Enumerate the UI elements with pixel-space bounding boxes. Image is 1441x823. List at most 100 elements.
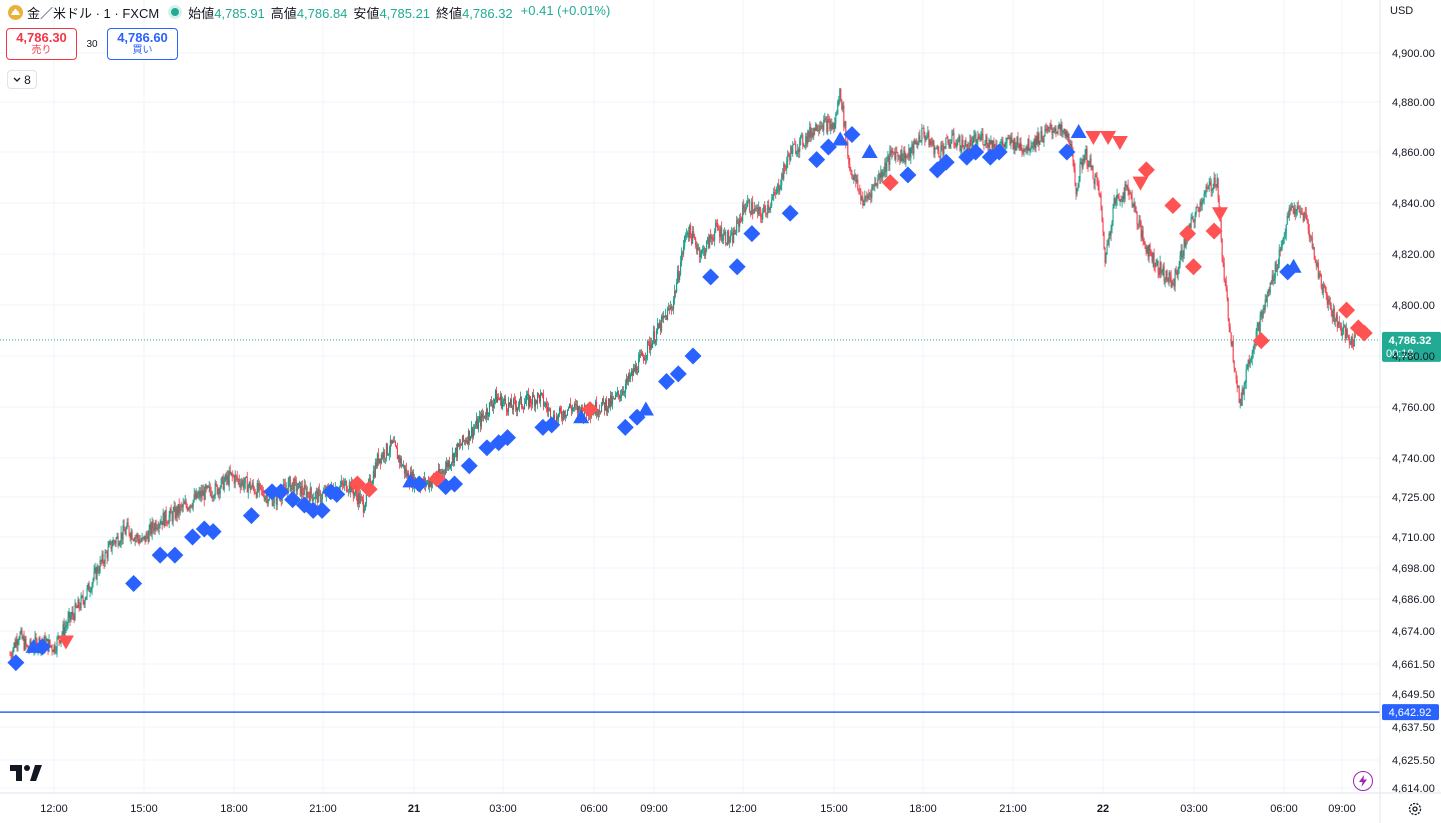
candle-body	[1057, 128, 1059, 134]
candle-body	[678, 270, 680, 281]
candle-body	[1031, 146, 1033, 148]
candle-body	[1314, 259, 1316, 263]
candle-body	[1127, 185, 1129, 190]
candle-body	[623, 391, 625, 393]
candle-body	[1139, 220, 1141, 223]
candle-body	[79, 607, 81, 609]
candle-body	[1330, 308, 1332, 311]
symbol-title[interactable]: 金／米ドル · 1 · FXCM	[8, 3, 159, 22]
candle-body	[157, 527, 159, 529]
candle-body	[177, 503, 179, 516]
candle-body	[1209, 181, 1211, 185]
candle-body	[444, 467, 446, 475]
buy-button[interactable]: 4,786.60 買い	[107, 28, 178, 60]
candle-body	[836, 114, 838, 116]
candle-body	[11, 656, 13, 658]
candle-body	[613, 397, 615, 399]
sell-signal-triangle-down	[1111, 136, 1128, 150]
candle-body	[945, 137, 947, 149]
candle-body	[506, 410, 508, 413]
candle-body	[199, 491, 201, 498]
candle-body	[1238, 386, 1240, 403]
sell-button[interactable]: 4,786.30 売り	[6, 28, 77, 60]
candle-body	[1147, 246, 1149, 257]
buy-signal-diamond	[743, 225, 761, 243]
candle-body	[622, 391, 624, 396]
candle-body	[790, 146, 792, 161]
candle-body	[1288, 207, 1290, 218]
candle-body	[682, 252, 684, 255]
candle-body	[912, 144, 914, 154]
candle-body	[1175, 269, 1177, 273]
candle-body	[103, 562, 105, 564]
candle-body	[755, 207, 757, 209]
tradingview-logo-icon[interactable]	[10, 765, 42, 781]
candle-body	[1190, 217, 1192, 229]
candle-body	[145, 533, 147, 542]
indicators-toggle-button[interactable]: 8	[7, 70, 37, 89]
candle-body	[801, 135, 803, 137]
candle-body	[1115, 199, 1117, 204]
candle-body	[133, 539, 135, 541]
buy-signal-diamond	[702, 268, 720, 286]
candle-body	[57, 636, 59, 638]
candle-body	[579, 406, 581, 410]
candle-body	[795, 143, 797, 154]
candle-body	[866, 196, 868, 199]
candle-body	[673, 299, 675, 310]
candle-body	[748, 200, 750, 202]
candle-body	[926, 137, 928, 139]
candle-body	[961, 139, 963, 150]
candle-body	[87, 583, 89, 588]
buy-signal-diamond	[204, 523, 222, 541]
candle-body	[701, 250, 703, 256]
candle-body	[1223, 263, 1225, 281]
candle-body	[696, 244, 698, 251]
candle-body	[247, 485, 249, 493]
candle-body	[855, 174, 857, 183]
candle-body	[780, 185, 782, 189]
candle-body	[788, 154, 790, 156]
candle-body	[158, 524, 160, 529]
candle-body	[1077, 186, 1079, 190]
candle-body	[1270, 282, 1272, 285]
lightning-icon[interactable]	[1353, 771, 1373, 791]
symbol-legend: 金／米ドル · 1 · FXCM 始値4,785.91 高値4,786.84 安…	[8, 3, 610, 21]
time-tick-label: 21:00	[999, 803, 1027, 815]
candle-body	[1179, 255, 1181, 265]
candle-body	[1015, 146, 1017, 151]
candle-body	[963, 147, 965, 150]
last-price-badge	[1382, 331, 1441, 362]
candle-body	[507, 402, 509, 413]
candle-body	[542, 393, 544, 395]
candle-body	[289, 477, 291, 492]
candle-body	[446, 462, 448, 468]
candle-body	[1045, 128, 1047, 130]
candle-body	[347, 490, 349, 492]
candle-body	[820, 126, 822, 128]
candle-body	[1309, 236, 1311, 238]
gear-icon[interactable]	[1407, 801, 1423, 817]
candle-body	[383, 451, 385, 459]
candle-body	[1117, 194, 1119, 197]
candle-body	[800, 136, 802, 140]
candle-body	[19, 633, 21, 639]
currency-selector[interactable]: USD	[1390, 5, 1414, 17]
candle-body	[208, 486, 210, 488]
candle-body	[1008, 137, 1010, 139]
candle-body	[178, 503, 180, 514]
candle-body	[297, 483, 299, 490]
candle-body	[77, 599, 79, 609]
candle-body	[1016, 136, 1018, 147]
candle-body	[1068, 133, 1070, 144]
candle-body	[896, 151, 898, 153]
candle-body	[526, 393, 528, 395]
candle-body	[970, 140, 972, 142]
candle-body	[561, 411, 563, 418]
candle-body	[921, 128, 923, 142]
candle-body	[884, 162, 886, 172]
candle-body	[721, 227, 723, 241]
candle-body	[1110, 228, 1112, 236]
candle-body	[1250, 359, 1252, 362]
